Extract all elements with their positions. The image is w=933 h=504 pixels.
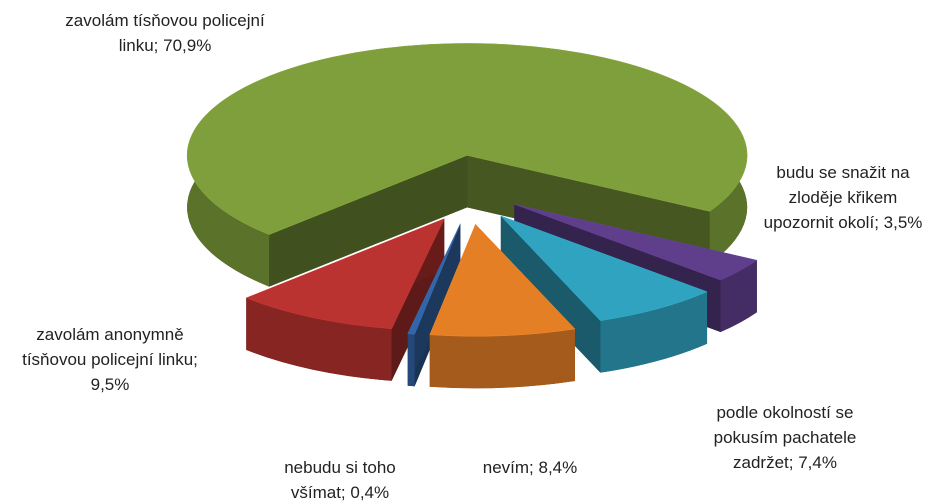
slice-cut bbox=[269, 155, 468, 287]
slice bbox=[245, 218, 445, 381]
value-label: 3,5% bbox=[883, 213, 923, 232]
slice bbox=[500, 215, 708, 373]
slice-top bbox=[245, 218, 445, 330]
label: budu se snažit na zloděje křikem upozorn… bbox=[763, 163, 923, 232]
slice-rim bbox=[600, 291, 708, 373]
value-label: 7,4% bbox=[798, 453, 837, 472]
slice bbox=[186, 43, 748, 287]
label: zavolám tísňovou policejní linku; 70,9% bbox=[65, 11, 265, 55]
label: nevím; 8,4% bbox=[482, 458, 578, 477]
slice-rim bbox=[246, 297, 392, 381]
slice-top bbox=[500, 215, 708, 321]
category: zavolám tísňovou policejní linku bbox=[65, 11, 265, 55]
slice-top bbox=[407, 223, 461, 335]
category: nevím bbox=[482, 458, 530, 477]
label: nebudu si toho všímat; 0,4% bbox=[284, 458, 396, 502]
slice-cut bbox=[500, 215, 601, 373]
slice bbox=[429, 223, 576, 389]
label: podle okolností se pokusím pachatele zad… bbox=[713, 403, 857, 472]
label: zavolám anonymně tísňovou policejní link… bbox=[22, 325, 198, 394]
slice-cut bbox=[407, 223, 461, 386]
value-label: 70,9% bbox=[163, 36, 212, 55]
category: nebudu si toho všímat bbox=[284, 458, 396, 502]
category: budu se snažit na zloděje křikem upozorn… bbox=[763, 163, 910, 232]
category: zavolám anonymně tísňovou policejní link… bbox=[22, 325, 194, 369]
value-label: 0,4% bbox=[350, 483, 390, 502]
slice-top bbox=[514, 204, 758, 281]
slice-rim bbox=[720, 260, 757, 333]
slice-top bbox=[186, 43, 748, 235]
slice-top bbox=[429, 223, 576, 337]
value-label: 8,4% bbox=[538, 458, 578, 477]
category: podle okolností se pokusím pachatele zad… bbox=[713, 403, 857, 472]
slice-rim bbox=[407, 333, 415, 387]
slice-rim bbox=[429, 328, 575, 389]
value-label: 9,5% bbox=[90, 375, 130, 394]
